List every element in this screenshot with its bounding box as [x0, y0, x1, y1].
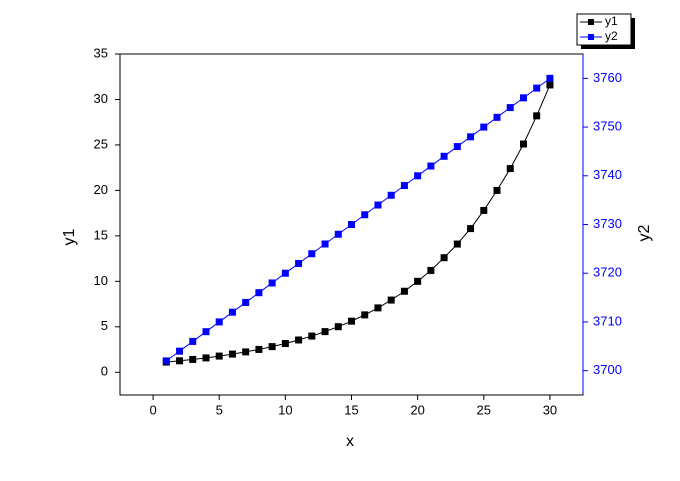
x-tick-label: 10: [278, 402, 292, 417]
marker: [242, 298, 250, 306]
marker: [281, 340, 289, 348]
marker: [467, 225, 475, 233]
y2-tick-label: 3720: [593, 265, 622, 280]
x-axis-label: x: [346, 433, 354, 450]
marker: [493, 113, 501, 121]
legend-marker: [588, 19, 594, 25]
marker: [334, 323, 342, 331]
marker: [348, 221, 355, 228]
marker: [440, 254, 448, 262]
x-tick-label: 5: [216, 402, 223, 417]
marker: [374, 201, 382, 209]
marker: [295, 336, 303, 344]
marker: [242, 348, 250, 356]
marker: [268, 279, 276, 287]
y2-tick-label: 3750: [593, 119, 622, 134]
marker: [400, 182, 408, 190]
marker: [162, 357, 170, 365]
marker: [480, 123, 488, 131]
marker: [321, 240, 329, 248]
series-line: [166, 84, 551, 363]
marker: [361, 211, 369, 219]
legend-box: [576, 13, 632, 46]
marker: [453, 143, 461, 151]
marker: [467, 133, 475, 141]
marker: [533, 84, 541, 92]
marker: [215, 318, 223, 326]
marker: [228, 308, 236, 316]
marker: [453, 240, 461, 248]
y-axis-label: y1: [61, 228, 78, 245]
marker: [176, 357, 184, 365]
y-tick-label: 25: [94, 136, 108, 151]
marker: [255, 345, 263, 353]
y-tick-label: 35: [94, 45, 108, 60]
y2-tick-label: 3710: [593, 313, 622, 328]
marker: [189, 355, 197, 363]
y2-tick-label: 3760: [593, 70, 622, 85]
marker: [281, 269, 289, 277]
y2-axis-label: y2: [636, 224, 653, 241]
marker: [387, 191, 395, 199]
x-tick-label: 15: [344, 402, 358, 417]
marker: [519, 140, 527, 148]
marker: [519, 94, 527, 102]
marker: [533, 112, 541, 120]
marker: [228, 350, 236, 358]
marker: [387, 296, 395, 304]
marker: [493, 186, 501, 194]
x-tick-label: 0: [149, 402, 156, 417]
marker: [189, 337, 197, 345]
y2-tick-label: 3740: [593, 167, 622, 182]
marker: [361, 311, 369, 319]
marker: [255, 289, 263, 297]
y-tick-label: 20: [94, 182, 108, 197]
x-tick-label: 20: [410, 402, 424, 417]
y-tick-label: 15: [94, 227, 108, 242]
marker: [506, 104, 514, 112]
marker: [202, 354, 210, 362]
marker: [546, 74, 554, 82]
marker: [506, 165, 514, 173]
marker: [215, 352, 223, 360]
x-tick-label: 30: [543, 402, 557, 417]
marker: [334, 230, 342, 238]
marker: [348, 317, 355, 325]
marker: [480, 206, 488, 214]
x-tick-label: 25: [477, 402, 491, 417]
marker: [414, 277, 422, 285]
legend-marker: [588, 34, 594, 40]
y-tick-label: 5: [101, 318, 108, 333]
marker: [546, 81, 554, 89]
legend-label: y2: [605, 29, 618, 43]
y-tick-label: 0: [101, 364, 108, 379]
marker: [295, 259, 303, 267]
legend-label: y1: [605, 14, 618, 28]
marker: [400, 287, 408, 295]
marker: [427, 162, 435, 170]
marker: [176, 347, 184, 355]
marker: [440, 152, 448, 160]
marker: [321, 328, 329, 336]
y-tick-label: 10: [94, 273, 108, 288]
y-tick-label: 30: [94, 91, 108, 106]
y2-tick-label: 3730: [593, 216, 622, 231]
marker: [374, 304, 382, 312]
marker: [308, 332, 316, 340]
marker: [268, 343, 276, 351]
marker: [202, 328, 210, 336]
marker: [414, 172, 422, 180]
y2-tick-label: 3700: [593, 362, 622, 377]
marker: [427, 266, 435, 274]
marker: [308, 250, 316, 258]
